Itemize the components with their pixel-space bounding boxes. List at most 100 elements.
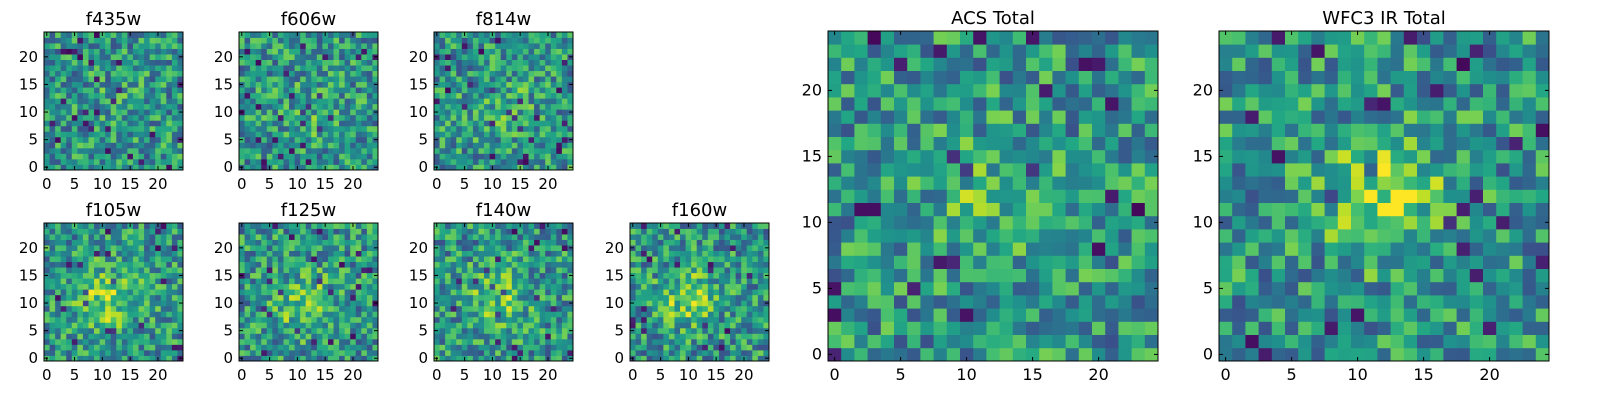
heatmap-cell <box>495 164 502 171</box>
heatmap-cell <box>239 305 245 312</box>
heatmap-cell <box>946 242 961 256</box>
heatmap-cell <box>344 65 351 72</box>
heatmap-cell <box>730 300 737 307</box>
heatmap-cell <box>539 37 546 44</box>
heatmap-cell <box>702 250 709 257</box>
heatmap-cell <box>366 48 373 55</box>
heatmap-cell <box>289 92 295 99</box>
heatmap-cell <box>339 349 346 356</box>
heatmap-cell <box>484 43 490 49</box>
heatmap-cell <box>105 239 112 246</box>
heatmap-cell <box>1039 255 1053 269</box>
heatmap-cell <box>495 272 502 279</box>
heatmap-cell <box>160 300 167 307</box>
heatmap-cell <box>138 355 145 362</box>
heatmap-cell <box>1065 281 1080 296</box>
heatmap-cell <box>999 268 1014 283</box>
heatmap-cell <box>144 125 151 132</box>
heatmap-cell <box>478 311 485 318</box>
heatmap-cell <box>663 294 670 301</box>
heatmap-cell <box>534 48 541 55</box>
heatmap-cell <box>132 32 139 38</box>
heatmap-cell <box>55 294 62 301</box>
heatmap-cell <box>250 305 257 312</box>
heatmap-cell <box>366 131 373 138</box>
heatmap-cell <box>517 48 524 55</box>
x-tick-label: 0 <box>432 366 442 384</box>
heatmap-cell <box>561 333 568 340</box>
heatmap-cell <box>907 149 921 164</box>
heatmap-cell <box>44 120 50 127</box>
heatmap-cell <box>450 267 457 274</box>
heatmap-cell <box>127 283 134 290</box>
heatmap-cell <box>316 59 323 66</box>
heatmap-cell <box>138 81 145 88</box>
heatmap-cell <box>506 338 513 345</box>
heatmap-cell <box>757 289 764 296</box>
heatmap-cell <box>322 272 329 279</box>
heatmap-cell <box>55 37 62 44</box>
heatmap-cell <box>461 267 468 274</box>
heatmap-cell <box>495 261 502 268</box>
heatmap-cell <box>556 300 563 307</box>
heatmap-cell <box>657 349 664 356</box>
heatmap-cell <box>489 158 496 165</box>
heatmap-cell <box>450 311 457 318</box>
heatmap-cell <box>495 278 502 285</box>
heatmap-cell <box>707 322 714 329</box>
heatmap-cell <box>528 131 535 138</box>
heatmap-cell <box>82 327 89 334</box>
heatmap-cell <box>646 305 653 312</box>
heatmap-cell <box>461 305 468 312</box>
heatmap-cell <box>110 81 117 88</box>
heatmap-cell <box>132 59 139 66</box>
x-tick-label: 15 <box>511 366 530 384</box>
heatmap-cell <box>49 228 56 235</box>
heatmap-cell <box>171 283 178 290</box>
heatmap-cell <box>116 59 123 66</box>
heatmap-cell <box>630 322 636 329</box>
heatmap-cell <box>741 250 748 257</box>
heatmap-cell <box>495 322 502 329</box>
heatmap-cell <box>539 239 546 246</box>
heatmap-cell <box>757 294 764 301</box>
y-tick-label: 0 <box>614 349 624 367</box>
heatmap-cell <box>71 267 78 274</box>
heatmap-cell <box>506 278 513 285</box>
heatmap-cell <box>55 245 62 251</box>
heatmap-cell <box>144 234 151 240</box>
heatmap-cell <box>495 316 502 323</box>
heatmap-cell <box>116 65 123 72</box>
heatmap-cell <box>680 256 686 263</box>
heatmap-cell <box>294 294 301 301</box>
heatmap-cell <box>355 267 362 274</box>
heatmap-cell <box>127 234 134 240</box>
heatmap-cell <box>556 239 563 246</box>
heatmap-cell <box>339 289 346 296</box>
heatmap-cell <box>1026 334 1040 349</box>
heatmap-cell <box>467 239 474 246</box>
heatmap-cell <box>630 267 636 274</box>
heatmap-cell <box>467 70 474 77</box>
heatmap-cell <box>127 114 134 121</box>
heatmap-cell <box>311 114 318 121</box>
heatmap-cell <box>528 76 535 83</box>
heatmap-cell <box>668 289 675 296</box>
heatmap-cell <box>311 278 318 285</box>
heatmap-cell <box>110 114 117 121</box>
heatmap-cell <box>160 103 167 110</box>
heatmap-cell <box>300 228 307 235</box>
heatmap-cell <box>277 283 284 290</box>
heatmap-cell <box>511 164 518 171</box>
heatmap-cell <box>266 142 273 149</box>
heatmap-cell <box>1065 321 1080 335</box>
heatmap-cell <box>439 294 446 301</box>
heatmap-cell <box>472 322 479 329</box>
chart-title: f125w <box>281 200 336 221</box>
heatmap-cell <box>166 109 173 116</box>
heatmap-cell <box>327 32 334 38</box>
heatmap-cell <box>261 327 268 334</box>
heatmap-cell <box>663 234 670 240</box>
heatmap-cell <box>300 272 307 279</box>
heatmap-cell <box>1026 163 1040 177</box>
